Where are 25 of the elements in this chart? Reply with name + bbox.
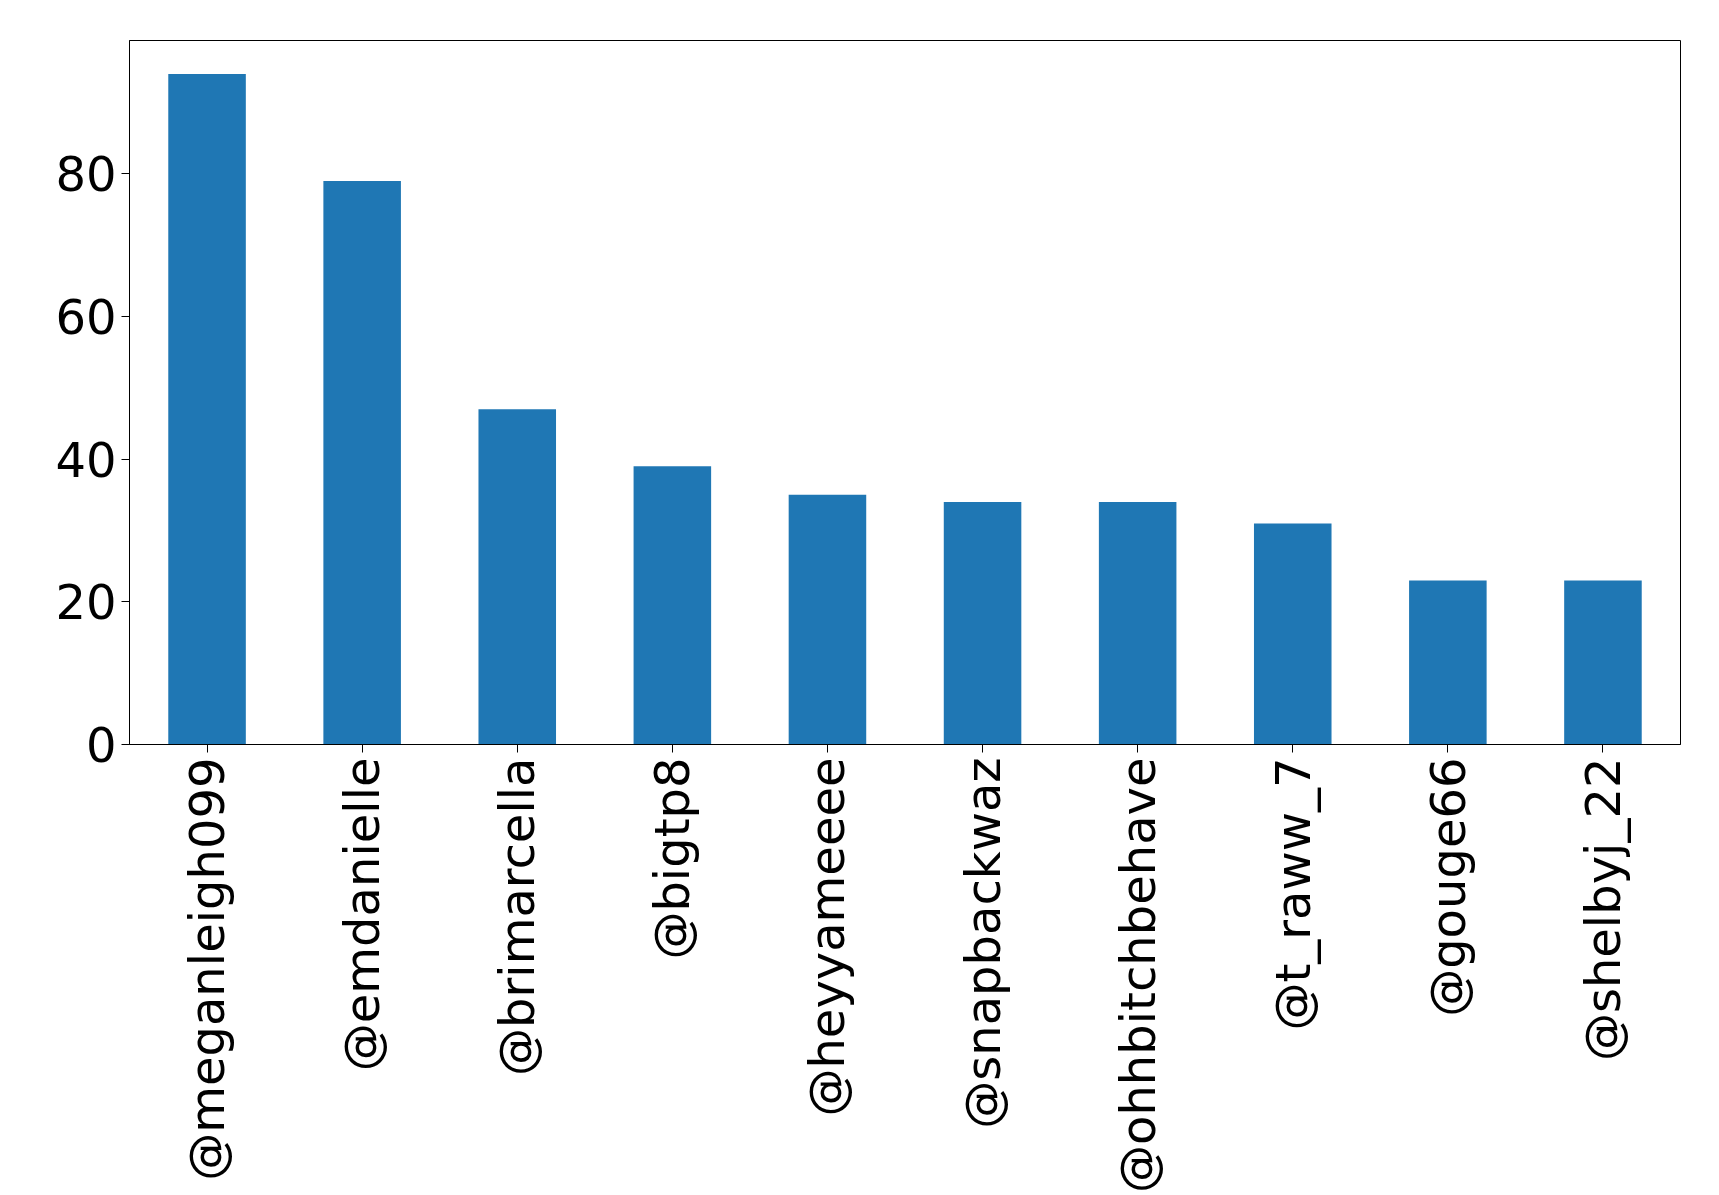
- x-tick-label: @emdanielle: [334, 757, 391, 1072]
- x-tick-label: @meganleigh099: [179, 757, 236, 1181]
- bar: [1409, 580, 1487, 745]
- x-tick-label: @ohhbitchbehave: [1109, 757, 1166, 1193]
- bar: [478, 409, 557, 745]
- y-tick-label: 0: [85, 717, 117, 773]
- x-tick-label: @gouge66: [1419, 757, 1476, 1017]
- bar: [633, 466, 712, 745]
- y-tick-label: 20: [55, 574, 117, 631]
- bar: [1564, 580, 1642, 745]
- x-tick-label: @brimarcella: [489, 757, 546, 1076]
- bar: [943, 501, 1022, 745]
- bar: [323, 181, 401, 745]
- y-tick-label: 80: [55, 146, 117, 203]
- x-tick-label: @snapbackwaz: [954, 757, 1011, 1129]
- x-tick-label: @shelbyj_22: [1574, 757, 1631, 1062]
- y-tick-label: 60: [55, 289, 117, 346]
- bar: [1098, 501, 1177, 745]
- x-tick-label: @t_raww_7: [1264, 757, 1321, 1031]
- x-tick-label: @bigtp8: [644, 757, 701, 960]
- bar: [788, 494, 867, 745]
- bar: [168, 74, 246, 745]
- bar: [1253, 523, 1332, 745]
- x-tick-label: @heyyameeee: [799, 757, 856, 1117]
- y-tick-label: 40: [55, 431, 117, 488]
